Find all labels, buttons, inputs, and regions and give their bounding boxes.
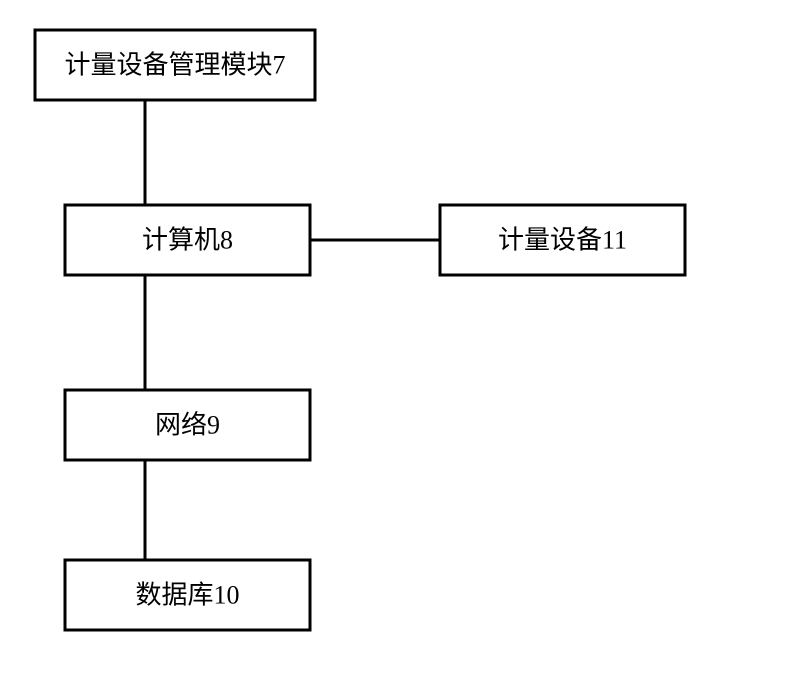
flowchart-diagram: 计量设备管理模块7 计算机8 计量设备11 网络9 数据库10 <box>0 0 800 686</box>
node-n8: 计算机8 <box>65 205 310 275</box>
node-n10: 数据库10 <box>65 560 310 630</box>
node-n9: 网络9 <box>65 390 310 460</box>
node-label-n8: 计算机8 <box>142 226 233 255</box>
node-n7: 计量设备管理模块7 <box>35 30 315 100</box>
node-label-n9: 网络9 <box>155 411 220 440</box>
node-label-n11: 计量设备11 <box>498 226 627 255</box>
node-label-n7: 计量设备管理模块7 <box>64 51 285 80</box>
node-n11: 计量设备11 <box>440 205 685 275</box>
node-label-n10: 数据库10 <box>135 581 239 610</box>
